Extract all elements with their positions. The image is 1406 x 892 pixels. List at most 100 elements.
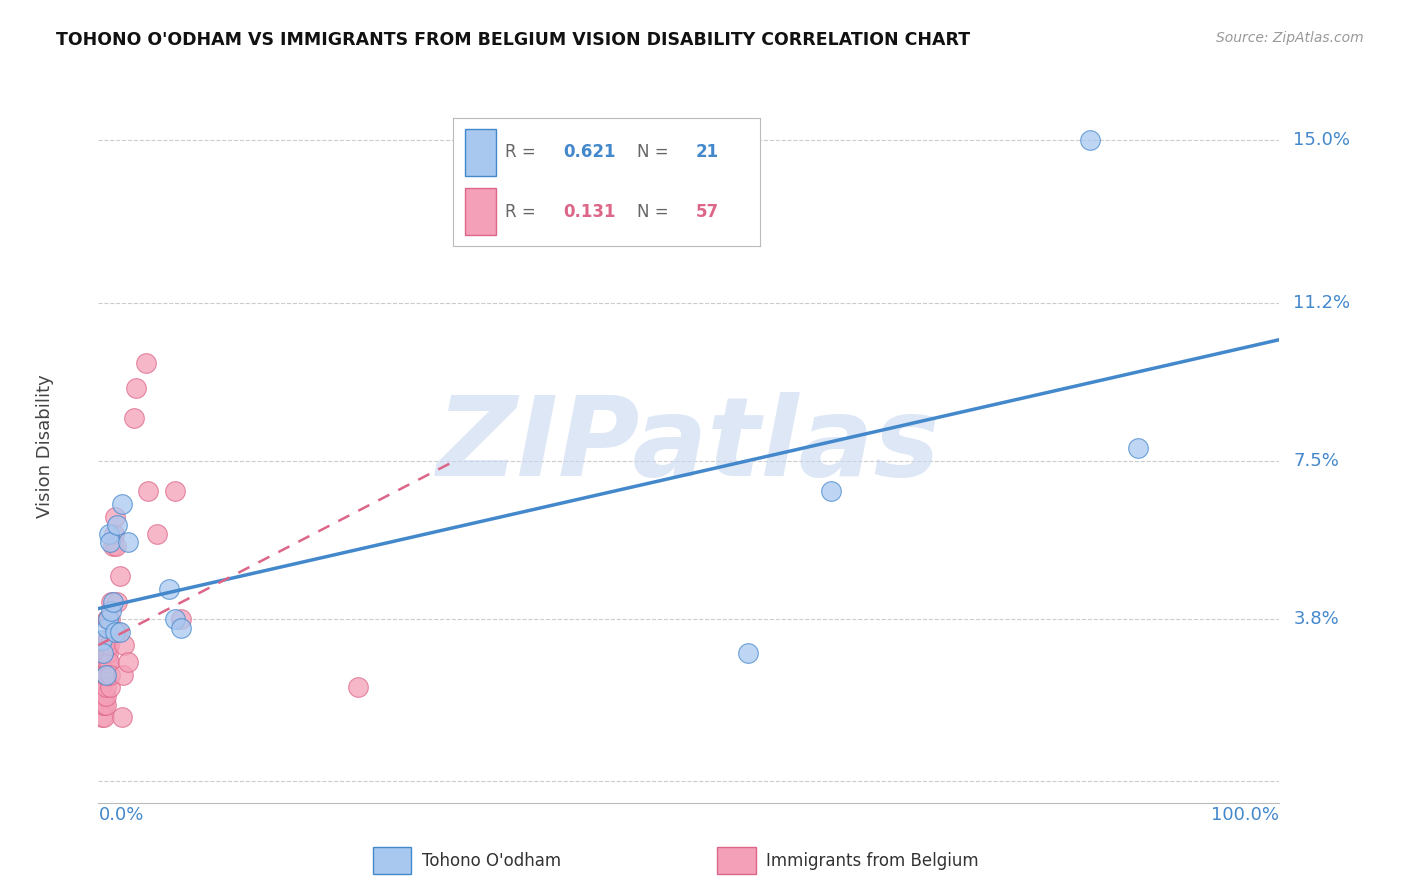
Point bbox=[1080, 133, 1102, 147]
Point bbox=[91, 689, 114, 703]
Point bbox=[111, 710, 134, 724]
Point bbox=[89, 667, 111, 681]
Point bbox=[111, 497, 134, 511]
Text: R =: R = bbox=[505, 144, 536, 161]
Point bbox=[108, 569, 131, 583]
Text: TOHONO O'ODHAM VS IMMIGRANTS FROM BELGIUM VISION DISABILITY CORRELATION CHART: TOHONO O'ODHAM VS IMMIGRANTS FROM BELGIU… bbox=[56, 31, 970, 49]
Point bbox=[91, 646, 114, 660]
Point bbox=[90, 698, 112, 712]
Point bbox=[98, 526, 121, 541]
Text: 15.0%: 15.0% bbox=[1294, 131, 1350, 150]
Point bbox=[157, 582, 180, 596]
Point bbox=[97, 633, 120, 648]
Text: 7.5%: 7.5% bbox=[1294, 452, 1340, 470]
Text: Source: ZipAtlas.com: Source: ZipAtlas.com bbox=[1216, 31, 1364, 45]
Point bbox=[108, 624, 131, 639]
Point bbox=[91, 710, 114, 724]
Point bbox=[97, 612, 120, 626]
Point bbox=[117, 655, 139, 669]
Text: 21: 21 bbox=[696, 144, 718, 161]
Point bbox=[93, 667, 115, 681]
Point bbox=[117, 535, 139, 549]
Point bbox=[91, 698, 114, 712]
Text: 3.8%: 3.8% bbox=[1294, 610, 1339, 628]
Point bbox=[93, 710, 115, 724]
Point bbox=[96, 621, 118, 635]
Text: 0.621: 0.621 bbox=[564, 144, 616, 161]
Text: N =: N = bbox=[637, 202, 669, 220]
Point bbox=[93, 698, 115, 712]
Point bbox=[1126, 441, 1149, 455]
Text: 0.131: 0.131 bbox=[564, 202, 616, 220]
Point bbox=[136, 483, 159, 498]
Point bbox=[105, 595, 128, 609]
Point bbox=[146, 526, 169, 541]
Point bbox=[96, 633, 118, 648]
Point bbox=[101, 595, 124, 609]
Point bbox=[98, 655, 121, 669]
Point bbox=[165, 612, 187, 626]
Text: 100.0%: 100.0% bbox=[1212, 806, 1279, 824]
Point bbox=[98, 681, 121, 695]
Point bbox=[105, 518, 128, 533]
Point bbox=[125, 381, 148, 395]
Point bbox=[104, 624, 127, 639]
Point bbox=[107, 624, 129, 639]
Point bbox=[94, 667, 117, 681]
Point bbox=[93, 689, 115, 703]
Point bbox=[97, 612, 120, 626]
Point bbox=[347, 681, 370, 695]
Point bbox=[94, 698, 117, 712]
Point bbox=[89, 655, 111, 669]
Point bbox=[112, 667, 135, 681]
Text: Vision Disability: Vision Disability bbox=[37, 374, 55, 518]
Point bbox=[89, 689, 111, 703]
Point bbox=[89, 646, 111, 660]
Point bbox=[91, 698, 114, 712]
Bar bbox=[373, 847, 412, 874]
Point bbox=[170, 621, 193, 635]
Point bbox=[89, 681, 111, 695]
Point bbox=[94, 689, 117, 703]
Point bbox=[170, 612, 193, 626]
Text: Tohono O'odham: Tohono O'odham bbox=[422, 852, 561, 870]
Point bbox=[94, 638, 117, 652]
Point bbox=[100, 603, 122, 617]
Point bbox=[112, 638, 135, 652]
Point bbox=[94, 667, 117, 681]
Point bbox=[135, 356, 157, 370]
Bar bbox=[717, 847, 756, 874]
Point bbox=[98, 667, 121, 681]
Point bbox=[820, 483, 842, 498]
Text: ZIPatlas: ZIPatlas bbox=[437, 392, 941, 500]
Point bbox=[100, 595, 122, 609]
Bar bbox=[465, 188, 496, 235]
Point bbox=[94, 681, 117, 695]
Point bbox=[96, 655, 118, 669]
Point bbox=[96, 612, 118, 626]
Point bbox=[737, 646, 759, 660]
Bar bbox=[465, 129, 496, 176]
Point bbox=[90, 655, 112, 669]
Point bbox=[104, 509, 127, 524]
Text: 57: 57 bbox=[696, 202, 718, 220]
Point bbox=[91, 667, 114, 681]
Point bbox=[90, 689, 112, 703]
Point bbox=[98, 535, 121, 549]
Text: 0.0%: 0.0% bbox=[98, 806, 143, 824]
Text: 11.2%: 11.2% bbox=[1294, 293, 1351, 312]
Point bbox=[98, 638, 121, 652]
Point bbox=[90, 681, 112, 695]
Text: Immigrants from Belgium: Immigrants from Belgium bbox=[766, 852, 979, 870]
Point bbox=[90, 646, 112, 660]
Point bbox=[105, 540, 128, 554]
Point bbox=[165, 483, 187, 498]
Point bbox=[101, 540, 124, 554]
Point bbox=[91, 681, 114, 695]
Point bbox=[97, 646, 120, 660]
Point bbox=[122, 411, 145, 425]
Text: R =: R = bbox=[505, 202, 536, 220]
Text: N =: N = bbox=[637, 144, 669, 161]
Point bbox=[91, 667, 114, 681]
Point bbox=[91, 633, 114, 648]
